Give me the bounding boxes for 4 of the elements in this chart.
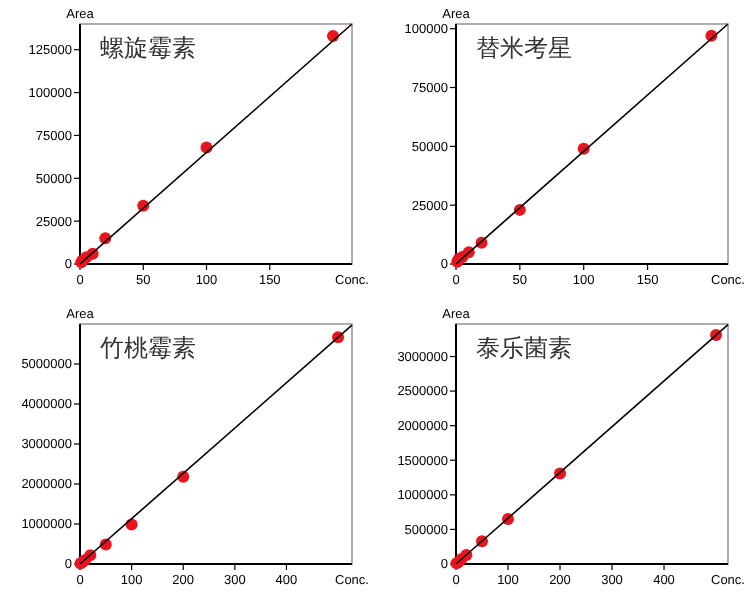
text: 螺旋霉素 xyxy=(100,34,196,62)
chart-title: 竹桃霉素 xyxy=(100,334,196,362)
chart-title: 替米考星 xyxy=(476,34,572,62)
chart-title: 泰乐菌素 xyxy=(476,334,572,362)
